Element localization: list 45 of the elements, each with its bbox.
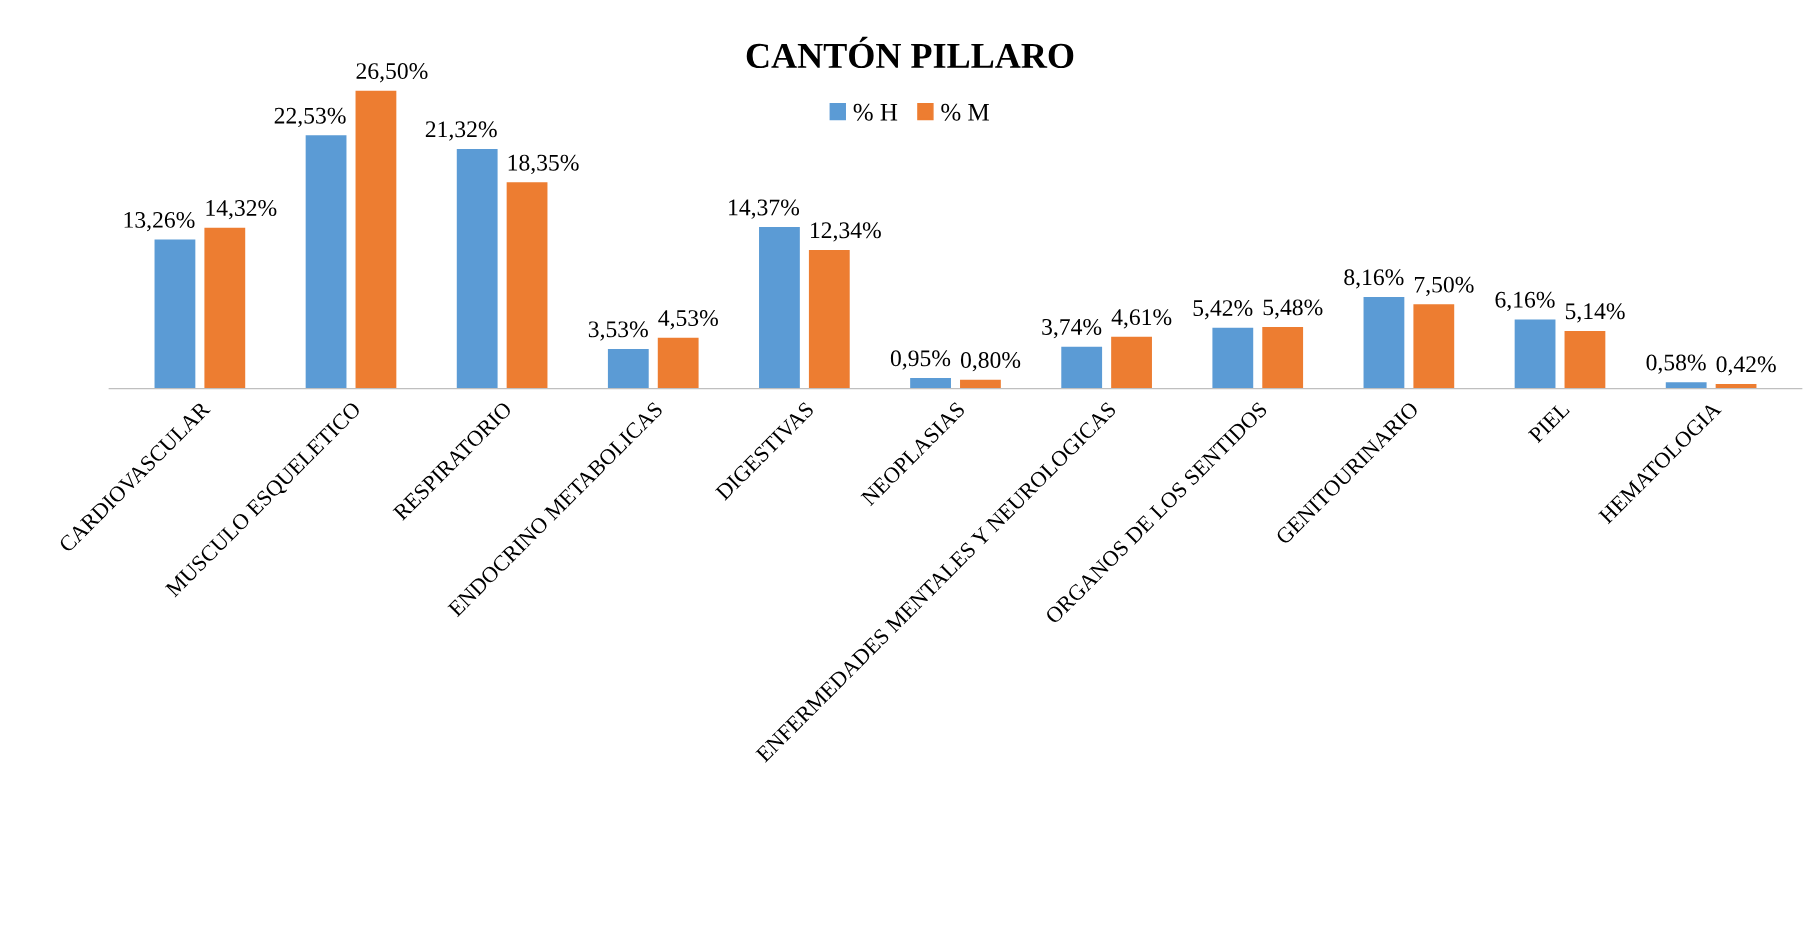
bar	[759, 227, 800, 389]
bar	[1061, 346, 1103, 389]
data-label: 14,37%	[729, 199, 800, 219]
legend-label: % M	[941, 103, 989, 121]
bar	[1665, 382, 1707, 389]
data-label: 26,50%	[356, 63, 428, 83]
data-label: 22,53%	[274, 107, 346, 128]
bar	[910, 378, 951, 389]
data-label: 5,48%	[1263, 299, 1323, 319]
data-label: 18,35%	[508, 154, 579, 175]
data-label: 3,74%	[1042, 318, 1102, 339]
data-label: 21,32%	[425, 121, 497, 141]
bar	[607, 348, 649, 389]
data-label: 0,80%	[960, 352, 1021, 372]
bar	[1413, 304, 1455, 389]
bar	[1564, 330, 1606, 389]
bar	[657, 337, 699, 389]
data-label: 4,53%	[658, 310, 718, 330]
data-label: 13,26%	[124, 211, 195, 232]
data-label: 12,34%	[810, 222, 881, 242]
bar	[1262, 327, 1304, 389]
data-label: 14,32%	[206, 200, 277, 220]
bar	[204, 227, 246, 389]
data-label: 4,61%	[1111, 309, 1172, 329]
bar	[305, 135, 347, 389]
chart-title: CANTÓN PILLARO	[746, 36, 1074, 69]
data-label: 0,42%	[1716, 356, 1776, 376]
data-label: 5,14%	[1565, 303, 1625, 323]
bar	[1514, 319, 1556, 389]
bar	[506, 182, 548, 389]
legend-label: % H	[853, 103, 898, 121]
bar	[1363, 296, 1405, 389]
data-label: 0,95%	[890, 350, 951, 370]
data-label: 7,50%	[1414, 276, 1474, 297]
data-label: 0,58%	[1646, 354, 1706, 374]
bar	[1111, 336, 1152, 389]
bar	[808, 249, 850, 389]
bar	[355, 90, 397, 389]
data-label: 6,16%	[1495, 291, 1555, 312]
bar	[456, 148, 498, 389]
data-label: 8,16%	[1344, 269, 1404, 289]
bar	[1212, 327, 1254, 389]
bar	[154, 239, 196, 389]
data-label: 5,42%	[1193, 300, 1253, 320]
data-label: 3,53%	[588, 321, 648, 341]
